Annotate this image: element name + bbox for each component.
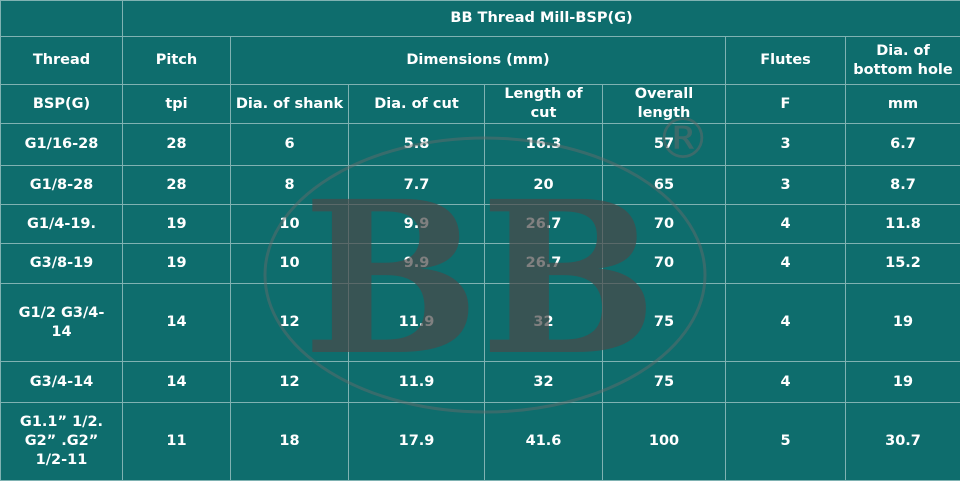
- value-cell: 11.9: [349, 362, 485, 403]
- value-cell: 26.7: [485, 244, 603, 284]
- subheader-cell: Dia. of cut: [349, 85, 485, 124]
- value-cell: 11: [123, 403, 231, 481]
- thread-cell: G1.1” 1/2. G2” .G2” 1/2-11: [1, 403, 123, 481]
- value-cell: 70: [603, 244, 726, 284]
- value-cell: 20: [485, 166, 603, 205]
- value-cell: 9.9: [349, 205, 485, 244]
- value-cell: 6.7: [846, 124, 960, 166]
- thread-cell: G3/4-14: [1, 362, 123, 403]
- value-cell: 32: [485, 284, 603, 362]
- thread-cell: G1/2 G3/4-14: [1, 284, 123, 362]
- value-cell: 7.7: [349, 166, 485, 205]
- value-cell: 28: [123, 124, 231, 166]
- value-cell: 5.8: [349, 124, 485, 166]
- value-cell: 5: [726, 403, 846, 481]
- value-cell: 11.9: [349, 284, 485, 362]
- header-cell: Pitch: [123, 37, 231, 85]
- value-cell: 14: [123, 284, 231, 362]
- value-cell: 10: [231, 205, 349, 244]
- subheader-cell: mm: [846, 85, 960, 124]
- value-cell: 19: [123, 244, 231, 284]
- thread-cell: G3/8-19: [1, 244, 123, 284]
- value-cell: 32: [485, 362, 603, 403]
- subheader-cell: tpi: [123, 85, 231, 124]
- value-cell: 8: [231, 166, 349, 205]
- value-cell: 41.6: [485, 403, 603, 481]
- value-cell: 16.3: [485, 124, 603, 166]
- value-cell: 11.8: [846, 205, 960, 244]
- subheader-cell: Overall length: [603, 85, 726, 124]
- value-cell: 12: [231, 362, 349, 403]
- value-cell: 100: [603, 403, 726, 481]
- header-cell: Thread: [1, 37, 123, 85]
- value-cell: 4: [726, 362, 846, 403]
- value-cell: 18: [231, 403, 349, 481]
- value-cell: 10: [231, 244, 349, 284]
- table-row: BB Thread Mill-BSP(G): [1, 1, 960, 37]
- header-cell: Flutes: [726, 37, 846, 85]
- value-cell: 70: [603, 205, 726, 244]
- value-cell: 9.9: [349, 244, 485, 284]
- value-cell: 6: [231, 124, 349, 166]
- subheader-cell: BSP(G): [1, 85, 123, 124]
- value-cell: 3: [726, 124, 846, 166]
- thread-cell: G1/8-28: [1, 166, 123, 205]
- subheader-cell: Length of cut: [485, 85, 603, 124]
- value-cell: 3: [726, 166, 846, 205]
- value-cell: 8.7: [846, 166, 960, 205]
- table-title: BB Thread Mill-BSP(G): [123, 1, 960, 37]
- value-cell: 75: [603, 362, 726, 403]
- value-cell: 15.2: [846, 244, 960, 284]
- value-cell: 19: [846, 284, 960, 362]
- value-cell: 19: [123, 205, 231, 244]
- thread-cell: G1/16-28: [1, 124, 123, 166]
- value-cell: 4: [726, 205, 846, 244]
- header-cell: Dimensions (mm): [231, 37, 726, 85]
- value-cell: 19: [846, 362, 960, 403]
- value-cell: 12: [231, 284, 349, 362]
- subheader-cell: Dia. of shank: [231, 85, 349, 124]
- value-cell: 28: [123, 166, 231, 205]
- value-cell: 30.7: [846, 403, 960, 481]
- subheader-cell: F: [726, 85, 846, 124]
- value-cell: 65: [603, 166, 726, 205]
- empty-cell: [1, 1, 123, 37]
- value-cell: 14: [123, 362, 231, 403]
- value-cell: 57: [603, 124, 726, 166]
- value-cell: 4: [726, 244, 846, 284]
- header-cell: Dia. of bottom hole: [846, 37, 960, 85]
- value-cell: 26.7: [485, 205, 603, 244]
- value-cell: 17.9: [349, 403, 485, 481]
- value-cell: 75: [603, 284, 726, 362]
- value-cell: 4: [726, 284, 846, 362]
- thread-cell: G1/4-19.: [1, 205, 123, 244]
